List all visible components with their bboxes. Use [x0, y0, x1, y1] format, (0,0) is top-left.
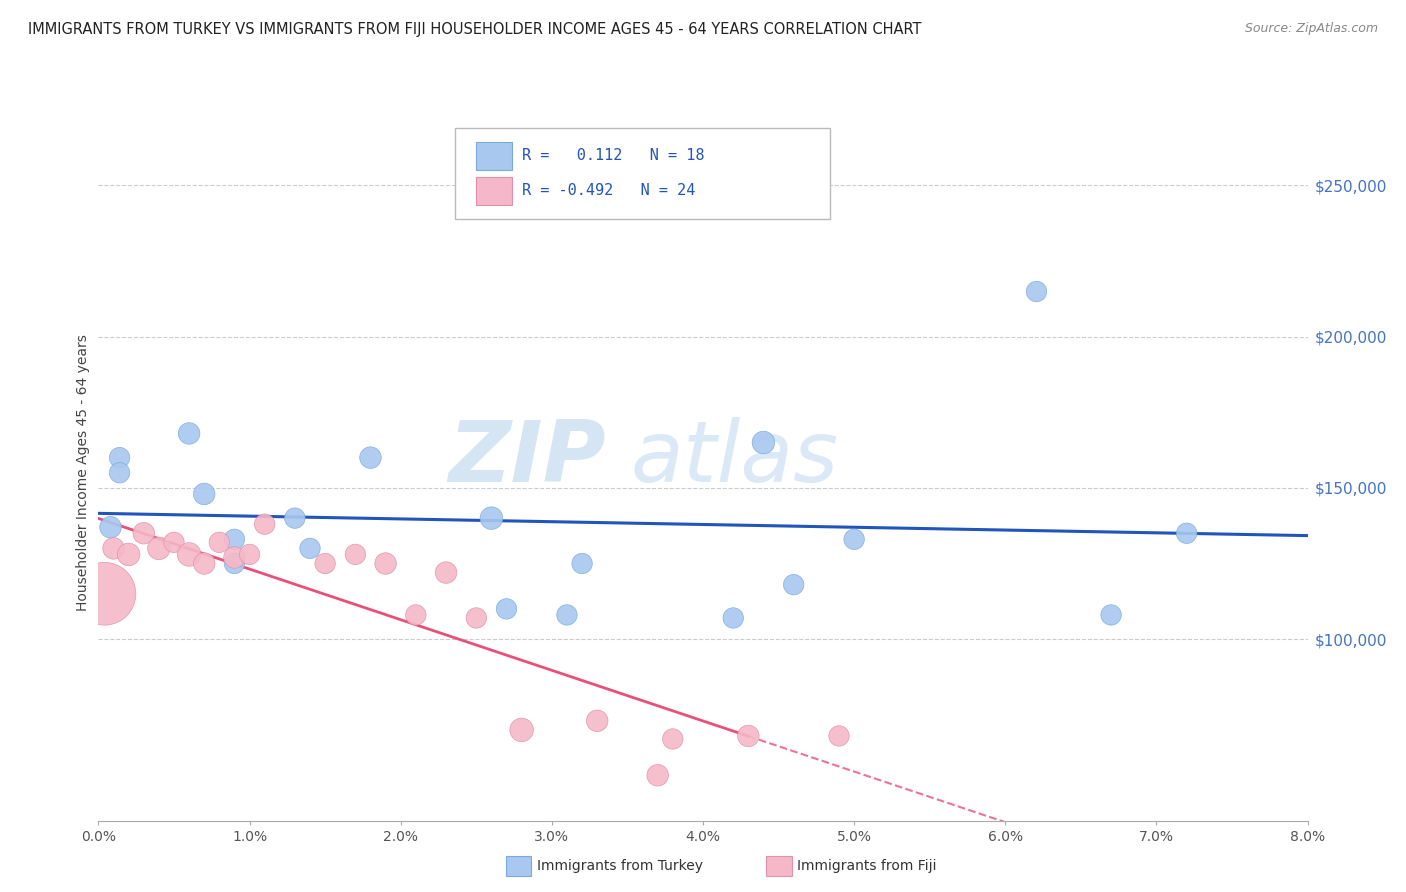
Point — [1175, 526, 1198, 541]
Text: R =   0.112   N = 18: R = 0.112 N = 18 — [522, 148, 704, 163]
Point — [723, 611, 745, 625]
Point — [118, 548, 141, 562]
Point — [1099, 607, 1122, 622]
Point — [100, 520, 122, 534]
Point — [108, 466, 131, 480]
Point — [374, 557, 396, 571]
Bar — [475, 177, 512, 205]
Point — [465, 611, 488, 625]
Point — [224, 557, 246, 571]
Point — [163, 535, 186, 549]
Point — [93, 587, 115, 601]
Point — [224, 550, 246, 565]
Point — [208, 535, 231, 549]
Point — [103, 541, 125, 556]
Point — [586, 714, 609, 728]
Point — [405, 607, 427, 622]
Point — [108, 450, 131, 465]
Point — [510, 723, 533, 737]
Point — [193, 487, 215, 501]
Point — [179, 426, 201, 441]
Point — [179, 548, 201, 562]
Text: IMMIGRANTS FROM TURKEY VS IMMIGRANTS FROM FIJI HOUSEHOLDER INCOME AGES 45 - 64 Y: IMMIGRANTS FROM TURKEY VS IMMIGRANTS FRO… — [28, 22, 921, 37]
Point — [555, 607, 578, 622]
Point — [434, 566, 457, 580]
FancyBboxPatch shape — [456, 128, 830, 219]
Point — [284, 511, 307, 525]
Point — [193, 557, 215, 571]
Text: ZIP: ZIP — [449, 417, 606, 500]
Point — [752, 435, 775, 450]
Point — [662, 731, 685, 746]
Point — [132, 526, 155, 541]
Text: Immigrants from Turkey: Immigrants from Turkey — [537, 859, 703, 873]
Text: R = -0.492   N = 24: R = -0.492 N = 24 — [522, 183, 695, 198]
Point — [571, 557, 593, 571]
Point — [224, 533, 246, 547]
Y-axis label: Householder Income Ages 45 - 64 years: Householder Income Ages 45 - 64 years — [76, 334, 90, 611]
Point — [481, 511, 503, 525]
Text: Immigrants from Fiji: Immigrants from Fiji — [797, 859, 936, 873]
Point — [737, 729, 759, 743]
Text: Source: ZipAtlas.com: Source: ZipAtlas.com — [1244, 22, 1378, 36]
Point — [360, 450, 382, 465]
Point — [1025, 285, 1047, 299]
Point — [344, 548, 367, 562]
Point — [314, 557, 336, 571]
Point — [148, 541, 170, 556]
Point — [495, 602, 517, 616]
Point — [828, 729, 851, 743]
Point — [253, 517, 276, 532]
Point — [844, 533, 866, 547]
Text: atlas: atlas — [630, 417, 838, 500]
Point — [647, 768, 669, 782]
Point — [783, 577, 806, 591]
Point — [239, 548, 262, 562]
Point — [299, 541, 322, 556]
Bar — [475, 142, 512, 170]
